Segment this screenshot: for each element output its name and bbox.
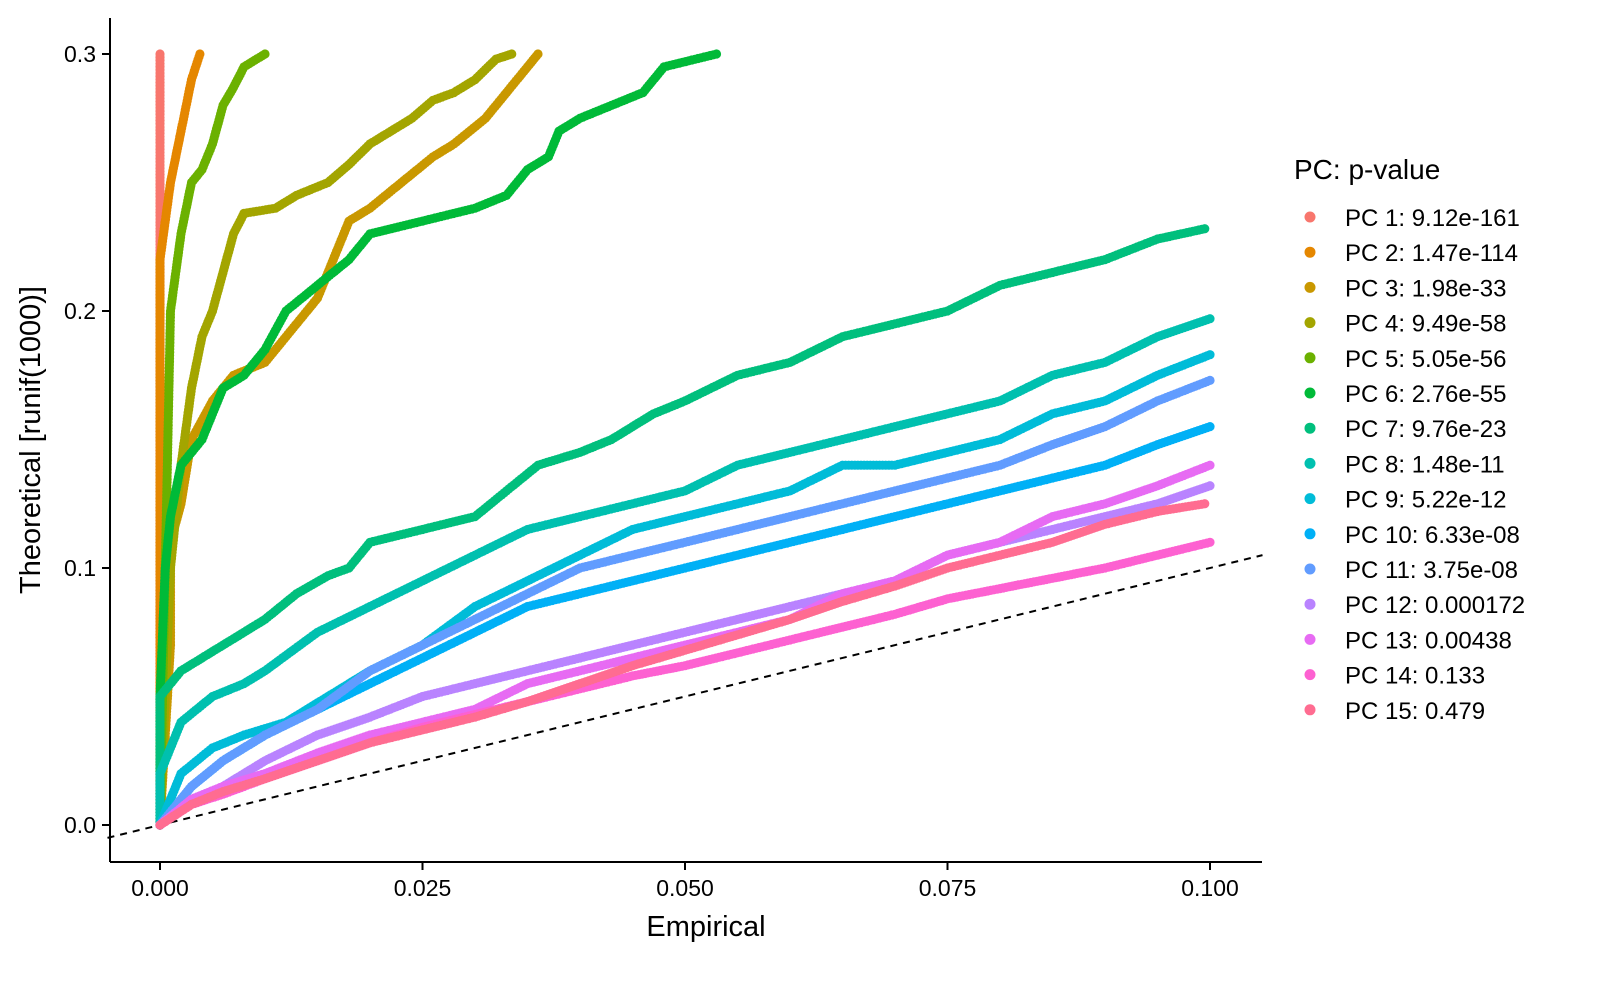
series-pc-12 [155, 481, 1215, 830]
data-point [507, 49, 517, 59]
data-point [1205, 422, 1215, 432]
data-point [1200, 224, 1210, 234]
series-pc-7 [155, 224, 1210, 830]
data-point [1205, 481, 1215, 491]
data-point [260, 49, 270, 59]
data-point [155, 49, 165, 59]
series-pc-8 [155, 314, 1215, 830]
data-points-layer [155, 49, 1215, 830]
data-point [533, 49, 543, 59]
reference-diagonal-line [107, 554, 1263, 839]
series-pc-10 [155, 422, 1215, 830]
data-point [1205, 350, 1215, 360]
data-point [1205, 314, 1215, 324]
data-point [711, 49, 722, 59]
data-point [1205, 537, 1215, 547]
data-point [1205, 460, 1215, 470]
series-pc-6 [155, 49, 722, 830]
data-point [1205, 375, 1215, 385]
data-point [195, 49, 205, 59]
reference-line-layer [107, 554, 1263, 839]
